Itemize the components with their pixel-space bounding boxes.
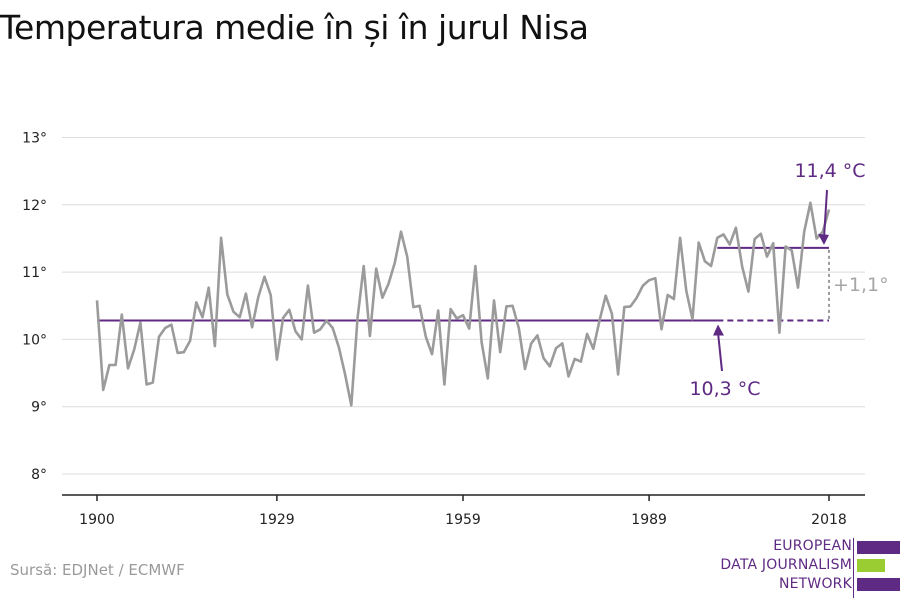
logo-bar-green: [857, 559, 885, 572]
y-tick-label-10: 10°: [22, 332, 47, 348]
logo-rule: [853, 538, 854, 598]
x-tick-label-1929: 1929: [259, 512, 295, 528]
y-tick-label-13: 13°: [22, 131, 47, 147]
difference-label: +1,1°: [833, 274, 889, 296]
logo-line-3: NETWORK: [778, 576, 852, 592]
x-tick-label-2018: 2018: [811, 512, 847, 528]
historic-mean-label: 10,3 °C: [689, 378, 760, 400]
y-tick-label-9: 9°: [31, 400, 47, 416]
logo-bar-purple-bottom: [857, 578, 900, 591]
recent-mean-arrowhead: [818, 233, 829, 245]
historic-mean-arrow: [717, 332, 723, 372]
x-axis-ticks: 1900 1929 1959 1989 2018: [79, 495, 847, 528]
recent-mean-arrow: [823, 189, 828, 238]
y-tick-label-12: 12°: [22, 198, 47, 214]
chart-title: Temperatura medie în și în jurul Nisa: [0, 8, 589, 47]
grid-lines: [62, 137, 865, 475]
y-axis-ticks: 8° 9° 10° 11° 12° 13°: [22, 131, 47, 484]
historic-mean-arrowhead: [713, 324, 724, 336]
y-tick-label-8: 8°: [31, 467, 47, 483]
logo-line-1: EUROPEAN: [773, 538, 852, 554]
x-tick-label-1959: 1959: [445, 512, 481, 528]
recent-mean-label: 11,4 °C: [794, 160, 865, 182]
x-tick-label-1900: 1900: [79, 512, 115, 528]
source-note: Sursă: EDJNet / ECMWF: [10, 561, 185, 579]
logo-line-2: DATA JOURNALISM: [720, 557, 852, 573]
temperature-series-line: [95, 201, 831, 407]
x-tick-label-1989: 1989: [631, 512, 667, 528]
baselines: [97, 246, 829, 322]
logo-bar-purple-top: [857, 541, 900, 554]
annotations: +1,1° 11,4 °C 10,3 °C: [689, 160, 888, 400]
y-tick-label-11: 11°: [22, 265, 47, 281]
edjnet-logo[interactable]: EUROPEAN DATA JOURNALISM NETWORK: [700, 538, 900, 598]
